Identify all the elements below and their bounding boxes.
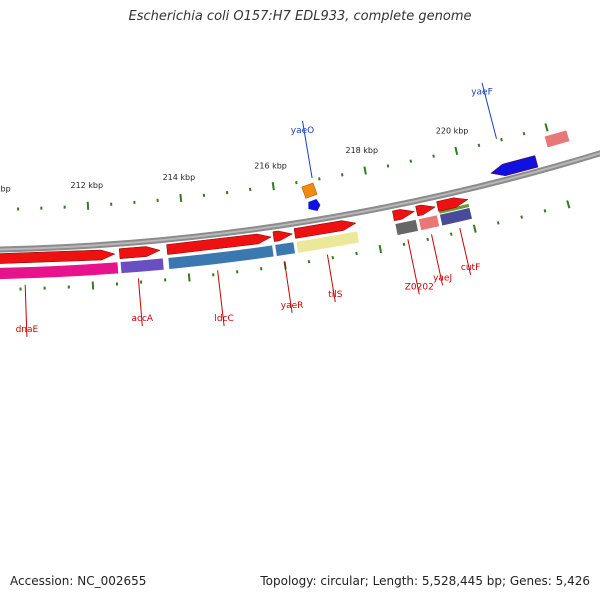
gene-label-yaer: yaeR — [281, 301, 304, 311]
cds-arrow-8 — [392, 209, 414, 220]
feature-block-acca — [120, 258, 164, 274]
outer-tick — [498, 222, 499, 225]
feature-block-yaer — [275, 242, 296, 257]
map-title: Escherichia coli O157:H7 EDL933, complet… — [0, 9, 600, 24]
outer-tick — [189, 274, 190, 282]
scale-label: 218 kbp — [345, 146, 378, 155]
inner-tick — [455, 147, 457, 155]
inner-tick — [433, 155, 434, 158]
outer-tick — [451, 233, 452, 236]
gene-label-acca: accA — [132, 314, 154, 324]
scale-label: 216 kbp — [254, 161, 287, 170]
inner-tick — [273, 182, 274, 190]
inner-tick — [342, 173, 343, 176]
reverse-arrow-yaeo — [308, 199, 320, 211]
gene-label-cutf: cutF — [461, 263, 480, 273]
inner-tick — [88, 202, 89, 210]
feature-block-z0202 — [395, 219, 419, 235]
outer-tick — [521, 216, 522, 219]
feature-block-far-right — [544, 130, 570, 148]
inner-tick — [545, 124, 547, 132]
gene-label-z0202: Z0202 — [405, 282, 434, 292]
inner-tick — [501, 138, 502, 141]
outer-tick — [427, 238, 428, 241]
scale-label: 220 kbp — [436, 126, 469, 135]
inner-tick — [364, 167, 366, 175]
gene-label-yaej: yaeJ — [433, 273, 452, 283]
gene-label-tils: tilS — [328, 290, 343, 300]
feature-block-yaeo — [302, 183, 317, 198]
inner-tick — [180, 194, 181, 202]
inner-tick — [296, 181, 297, 184]
outer-tick — [474, 225, 476, 233]
inner-tick — [388, 165, 389, 168]
outer-tick — [93, 282, 94, 290]
inner-tick — [319, 177, 320, 180]
gene-label-yaeo: yaeO — [291, 126, 314, 136]
inner-tick — [411, 160, 412, 163]
outer-tick — [356, 252, 357, 255]
outer-tick — [404, 243, 405, 246]
cds-arrow-6 — [273, 231, 293, 242]
inner-tick — [479, 144, 480, 147]
feature-block-yaej — [418, 215, 439, 231]
scale-label: 212 kbp — [70, 181, 103, 190]
cds-arrow-3 — [0, 250, 115, 265]
outer-tick — [309, 260, 310, 263]
gene-label-ldcc: ldcC — [214, 314, 233, 324]
gene-label-dnae: dnaE — [16, 325, 39, 335]
outer-tick — [380, 245, 382, 253]
outer-tick — [545, 209, 546, 212]
outer-tick — [333, 256, 334, 259]
scale-label: 210 kbp — [0, 185, 11, 194]
feature-block-dnae — [0, 262, 119, 280]
cds-arrow-9 — [416, 205, 436, 216]
inner-tick — [524, 132, 525, 135]
outer-tick — [567, 201, 569, 209]
accession-text: Accession: NC_002655 — [10, 574, 146, 588]
cds-arrow-4 — [119, 247, 160, 259]
scale-label: 214 kbp — [163, 173, 196, 182]
gene-label-yaef: yaeF — [471, 88, 493, 98]
summary-text: Topology: circular; Length: 5,528,445 bp… — [260, 574, 590, 588]
